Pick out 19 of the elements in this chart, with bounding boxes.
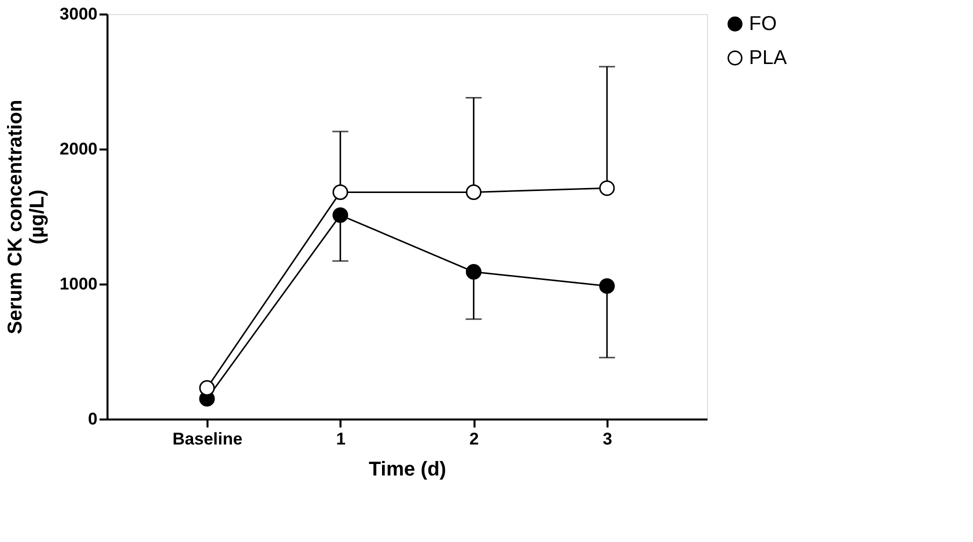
y-tick-label: 0 xyxy=(88,410,98,428)
y-axis-title: Serum CK concentration (µg/L) xyxy=(4,100,49,334)
point xyxy=(332,184,348,200)
point xyxy=(466,264,482,280)
point xyxy=(599,278,615,294)
point xyxy=(199,380,215,396)
x-tick-label: 2 xyxy=(469,430,479,448)
point xyxy=(599,180,615,196)
y-tick-label: 3000 xyxy=(60,4,98,24)
x-tick-label: 3 xyxy=(602,430,612,448)
y-tick-label: 2000 xyxy=(60,140,98,158)
y-tick-label: 1000 xyxy=(60,274,98,294)
x-tick-label: Baseline xyxy=(172,430,242,448)
point xyxy=(466,184,482,200)
legend-label: FO xyxy=(749,13,777,35)
x-tick-label: 1 xyxy=(336,430,346,448)
x-axis-title: Time (d) xyxy=(368,458,446,480)
point xyxy=(332,207,348,223)
legend-label: PLA xyxy=(749,47,788,69)
